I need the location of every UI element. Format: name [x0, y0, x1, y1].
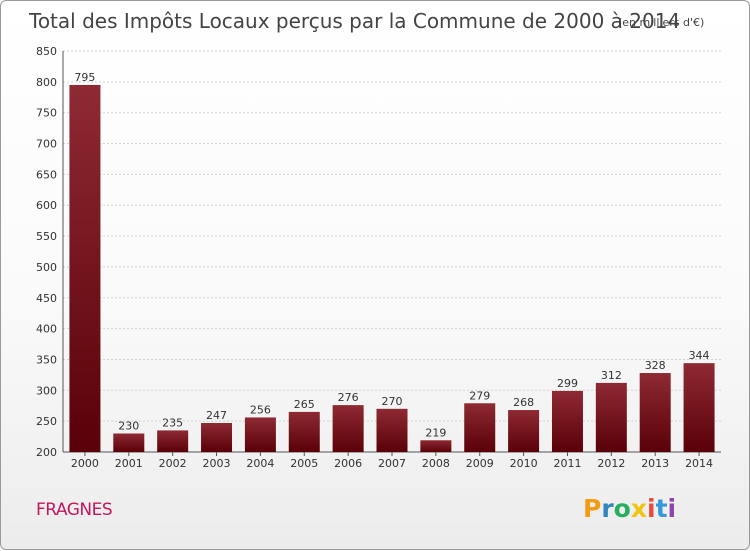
- x-tick-label: 2001: [115, 457, 143, 470]
- value-label: 299: [557, 377, 578, 390]
- x-tick-label: 2009: [466, 457, 494, 470]
- bar: [332, 405, 364, 452]
- bar: [420, 440, 452, 452]
- chart-title: Total des Impôts Locaux perçus par la Co…: [28, 9, 680, 33]
- value-label: 235: [162, 416, 183, 429]
- logo-letter: P: [583, 494, 601, 523]
- value-label: 279: [469, 389, 490, 402]
- x-tick-label: 2006: [334, 457, 362, 470]
- label-layer: 795 230 235 247 256 265 276 270 219 279 268 299 312 3…: [74, 71, 709, 439]
- x-tick-label: 2005: [290, 457, 318, 470]
- bar: [551, 390, 583, 452]
- y-tick-label: 450: [36, 292, 57, 305]
- x-tick-label: 2010: [510, 457, 538, 470]
- bar: [639, 373, 671, 452]
- bar: [201, 423, 233, 452]
- y-tick-label: 250: [36, 415, 57, 428]
- bar: [508, 410, 540, 452]
- commune-name: FRAGNES: [36, 500, 112, 520]
- y-tick-label: 550: [36, 230, 57, 243]
- value-label: 268: [513, 396, 534, 409]
- bar: [376, 408, 408, 452]
- y-tick-label: 700: [36, 138, 57, 151]
- x-tick-label: 2014: [685, 457, 713, 470]
- x-tick-label: 2011: [553, 457, 581, 470]
- y-tick-label: 200: [36, 446, 57, 459]
- x-tick-label: 2008: [422, 457, 450, 470]
- value-label: 265: [294, 398, 315, 411]
- bar: [69, 84, 101, 452]
- x-tick-label: 2013: [641, 457, 669, 470]
- x-tick-label: 2003: [203, 457, 231, 470]
- value-label: 795: [74, 71, 95, 84]
- value-label: 312: [601, 369, 622, 382]
- value-label: 230: [118, 419, 139, 432]
- y-tick-label: 400: [36, 323, 57, 336]
- logo-letter: r: [601, 494, 614, 523]
- bar-layer: [69, 84, 715, 452]
- x-tick-label: 2012: [597, 457, 625, 470]
- bar: [157, 430, 189, 452]
- value-label: 247: [206, 409, 227, 422]
- x-tick-label: 2007: [378, 457, 406, 470]
- bar: [464, 403, 496, 452]
- value-label: 276: [338, 391, 359, 404]
- y-tick-label: 800: [36, 76, 57, 89]
- grid-layer: [63, 50, 721, 422]
- bar: [595, 382, 627, 452]
- x-tick-label: 2004: [246, 457, 274, 470]
- logo-letter: i: [647, 494, 656, 523]
- value-label: 219: [425, 426, 446, 439]
- y-tick-label: 500: [36, 261, 57, 274]
- proxiti-logo: Proxiti: [583, 494, 676, 523]
- y-tick-label: 850: [36, 45, 57, 58]
- value-label: 344: [689, 349, 710, 362]
- bar: [288, 411, 320, 452]
- value-label: 328: [645, 359, 666, 372]
- y-tick-label: 300: [36, 384, 57, 397]
- y-tick-label: 600: [36, 199, 57, 212]
- logo-letter: i: [668, 494, 677, 523]
- chart-subtitle: (en milliers d'€): [618, 16, 704, 29]
- y-tick-label: 750: [36, 107, 57, 120]
- y-tick-label: 350: [36, 353, 57, 366]
- bar: [113, 433, 145, 452]
- logo-letter: o: [614, 494, 631, 523]
- logo-letter: x: [631, 494, 647, 523]
- logo-letter: t: [656, 494, 668, 523]
- y-tick-label: 650: [36, 168, 57, 181]
- bar: [683, 363, 715, 452]
- value-label: 270: [382, 395, 403, 408]
- value-label: 256: [250, 403, 271, 416]
- bar: [244, 417, 276, 452]
- x-tick-label: 2002: [159, 457, 187, 470]
- x-tick-label: 2000: [71, 457, 99, 470]
